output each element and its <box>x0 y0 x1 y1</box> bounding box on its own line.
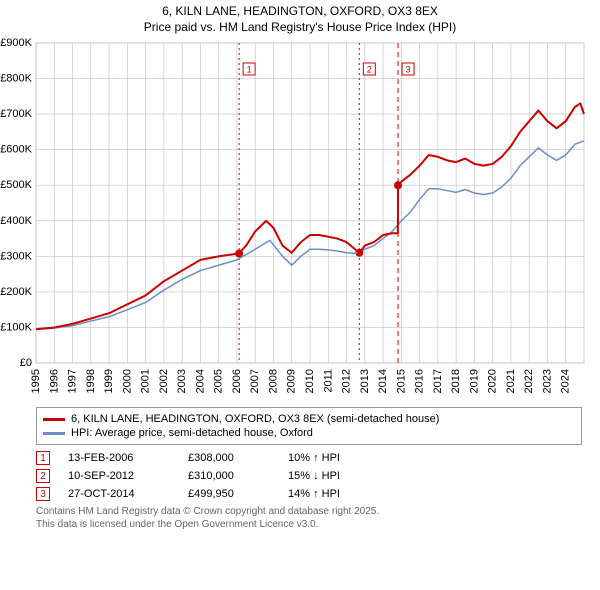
svg-text:3: 3 <box>406 65 411 75</box>
svg-text:£100K: £100K <box>0 322 32 334</box>
svg-text:£600K: £600K <box>0 144 32 156</box>
svg-text:2010: 2010 <box>304 369 316 393</box>
title-line-1: 6, KILN LANE, HEADINGTON, OXFORD, OX3 8E… <box>0 4 600 20</box>
svg-text:1999: 1999 <box>103 369 115 393</box>
chart-container: { "titles": { "line1": "6, KILN LANE, HE… <box>0 0 600 590</box>
svg-text:2001: 2001 <box>140 369 152 393</box>
legend-label: 6, KILN LANE, HEADINGTON, OXFORD, OX3 8E… <box>71 413 439 425</box>
svg-text:£300K: £300K <box>0 251 32 263</box>
svg-text:2006: 2006 <box>231 369 243 393</box>
transaction-number-box: 1 <box>36 451 50 465</box>
legend-swatch <box>43 418 65 421</box>
svg-text:1997: 1997 <box>67 369 79 393</box>
chart-area: £0 £100K £200K £300K £400K £500K £600K £700K £80… <box>0 35 600 405</box>
legend-swatch <box>43 432 65 435</box>
svg-text:2: 2 <box>367 65 372 75</box>
transaction-date: 13-FEB-2006 <box>68 452 188 464</box>
svg-text:1995: 1995 <box>30 369 42 393</box>
svg-text:2008: 2008 <box>267 369 279 393</box>
transaction-vs-hpi: 10% ↑ HPI <box>288 452 408 464</box>
svg-text:2023: 2023 <box>541 369 553 393</box>
svg-text:2009: 2009 <box>286 369 298 393</box>
svg-text:£800K: £800K <box>0 73 32 85</box>
footer-licence: Contains HM Land Registry data © Crown c… <box>36 505 582 531</box>
legend-box: 6, KILN LANE, HEADINGTON, OXFORD, OX3 8E… <box>36 407 582 445</box>
legend-label: HPI: Average price, semi-detached house,… <box>71 427 313 439</box>
svg-text:2007: 2007 <box>249 369 261 393</box>
svg-text:£500K: £500K <box>0 179 32 191</box>
svg-text:2020: 2020 <box>487 369 499 393</box>
legend-row: HPI: Average price, semi-detached house,… <box>43 426 575 440</box>
transaction-date: 10-SEP-2012 <box>68 470 188 482</box>
transaction-price: £308,000 <box>188 452 288 464</box>
svg-text:2000: 2000 <box>121 369 133 393</box>
svg-text:2021: 2021 <box>505 369 517 393</box>
svg-text:2018: 2018 <box>450 369 462 393</box>
transaction-row: 3 27-OCT-2014£499,95014% ↑ HPI <box>36 485 582 503</box>
svg-text:£200K: £200K <box>0 286 32 298</box>
svg-text:2015: 2015 <box>395 369 407 393</box>
svg-text:2005: 2005 <box>213 369 225 393</box>
svg-text:1996: 1996 <box>48 369 60 393</box>
svg-text:2024: 2024 <box>560 369 572 393</box>
footer-line-1: Contains HM Land Registry data © Crown c… <box>36 505 582 518</box>
transaction-date: 27-OCT-2014 <box>68 488 188 500</box>
svg-text:2012: 2012 <box>341 369 353 393</box>
svg-text:2004: 2004 <box>194 369 206 393</box>
transactions-table: 1 13-FEB-2006£308,00010% ↑ HPI 2 10-SEP-201… <box>36 449 582 503</box>
chart-titles: 6, KILN LANE, HEADINGTON, OXFORD, OX3 8E… <box>0 0 600 35</box>
transaction-row: 1 13-FEB-2006£308,00010% ↑ HPI <box>36 449 582 467</box>
svg-text:2019: 2019 <box>468 369 480 393</box>
transaction-number-box: 3 <box>36 487 50 501</box>
svg-text:£700K: £700K <box>0 108 32 120</box>
legend-row: 6, KILN LANE, HEADINGTON, OXFORD, OX3 8E… <box>43 412 575 426</box>
svg-text:2014: 2014 <box>377 369 389 393</box>
svg-text:2002: 2002 <box>158 369 170 393</box>
transaction-vs-hpi: 14% ↑ HPI <box>288 488 408 500</box>
svg-text:2017: 2017 <box>432 369 444 393</box>
svg-text:2011: 2011 <box>322 369 334 393</box>
svg-text:1998: 1998 <box>85 369 97 393</box>
svg-text:2016: 2016 <box>414 369 426 393</box>
svg-text:£400K: £400K <box>0 215 32 227</box>
transaction-price: £310,000 <box>188 470 288 482</box>
transaction-vs-hpi: 15% ↓ HPI <box>288 470 408 482</box>
svg-text:£900K: £900K <box>0 37 32 49</box>
transaction-number-box: 2 <box>36 469 50 483</box>
svg-text:£0: £0 <box>20 357 32 369</box>
transaction-price: £499,950 <box>188 488 288 500</box>
svg-text:2013: 2013 <box>359 369 371 393</box>
transaction-row: 2 10-SEP-2012£310,00015% ↓ HPI <box>36 467 582 485</box>
svg-text:1: 1 <box>247 65 252 75</box>
svg-text:2003: 2003 <box>176 369 188 393</box>
chart-svg: £0 £100K £200K £300K £400K £500K £600K £700K £80… <box>0 35 600 405</box>
svg-text:2022: 2022 <box>523 369 535 393</box>
footer-line-2: This data is licensed under the Open Gov… <box>36 518 582 531</box>
title-line-2: Price paid vs. HM Land Registry's House … <box>0 20 600 36</box>
